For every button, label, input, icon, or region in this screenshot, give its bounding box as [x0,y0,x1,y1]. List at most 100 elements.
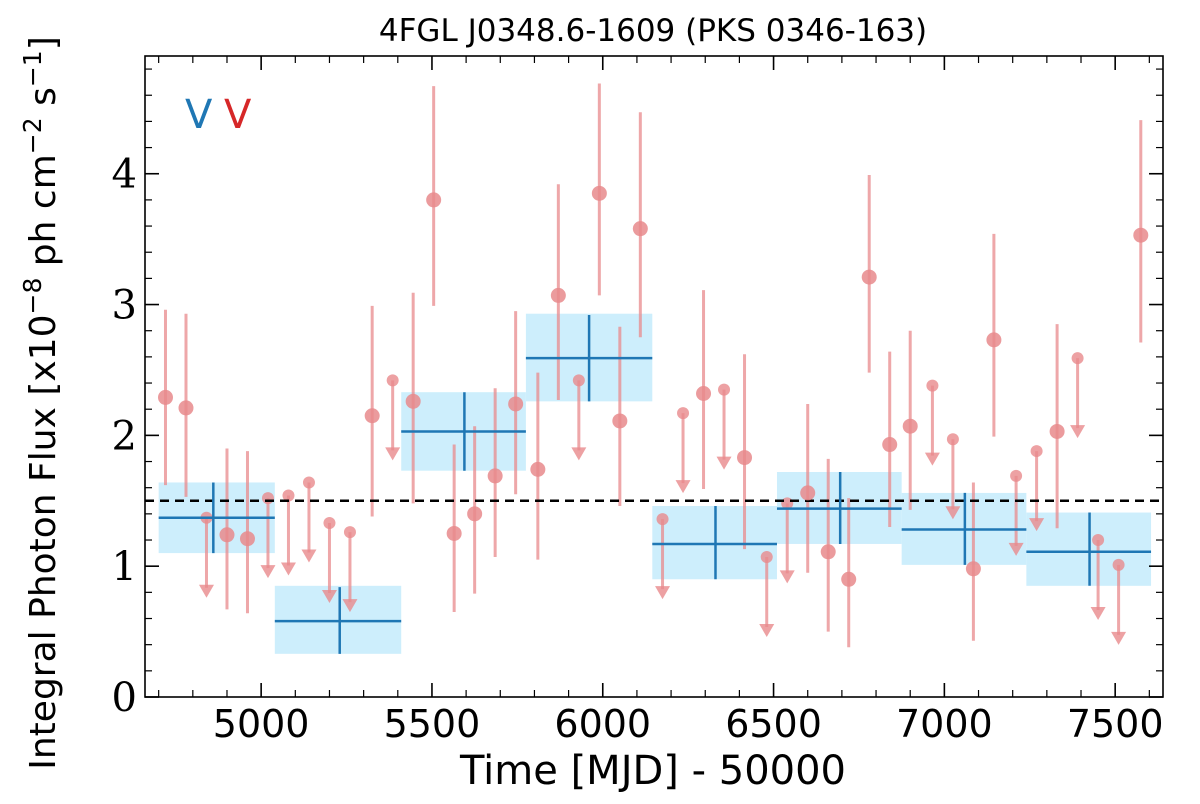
upper-limit-arrow-1 [260,565,276,579]
short-bin-point-10 [508,396,524,412]
chart-title: 4FGL J0348.6-1609 (PKS 0346-163) [379,13,927,49]
short-bin-point-24 [965,561,981,577]
short-bin-point-12 [550,287,566,303]
upper-limit-arrow-4 [321,590,337,604]
short-bin-point-9 [487,468,503,484]
upper-limit-arrow-12 [779,570,795,584]
short-bin-point-4 [364,408,380,424]
y-axis-label-mid2: s [23,87,64,117]
y-tick-label-2: 2 [112,413,137,459]
upper-limit-arrow-8 [655,586,671,600]
long-bin-point-2 [401,392,526,471]
short-bin-point-11 [530,461,546,477]
long-bin-point-4 [652,506,777,580]
upper-limit-arrow-14 [945,506,961,520]
upper-limit-11 [759,551,775,638]
upper-limit-marker-18 [1092,534,1105,547]
upper-limit-arrow-0 [198,584,214,598]
short-bin-point-13 [591,185,607,201]
upper-limit-5 [342,526,358,613]
upper-limit-marker-11 [760,551,773,564]
upper-limit-marker-6 [386,374,399,387]
x-tick-label-3: 6500 [725,702,822,746]
upper-limit-6 [385,374,401,461]
short-bin-point-19 [820,544,836,560]
upper-limit-marker-4 [323,517,336,530]
upper-limit-9 [675,407,691,494]
x-tick-label-4: 7000 [896,702,993,746]
upper-limit-3 [301,476,317,563]
upper-limit-10 [716,383,732,470]
long-bin-box-1 [274,585,402,654]
plot-frame [144,55,1164,698]
x-tick-label-2: 6000 [554,702,651,746]
long-bin-point-6 [901,492,1027,565]
long-bin-point-5 [776,471,902,544]
upper-limit-arrow-13 [924,452,940,466]
upper-limit-marker-16 [1030,445,1043,458]
y-axis-label-exp2: −2 [18,117,47,154]
legend-entry-long-bins: V [185,92,213,138]
y-tick-label-1: 1 [112,544,137,590]
short-bin-point-6 [426,192,442,208]
long-bin-point-1 [274,587,402,654]
short-bin-point-5 [405,393,421,409]
long-bin-point-0 [158,482,275,554]
upper-limit-8 [655,513,671,600]
upper-limit-arrow-19 [1111,631,1127,645]
short-bin-point-23 [902,418,918,434]
upper-limit-marker-8 [656,513,669,526]
upper-limit-marker-2 [282,489,295,502]
y-tick-label-3: 3 [112,283,137,329]
y-tick-label-4: 4 [112,152,137,198]
upper-limit-arrow-18 [1090,607,1106,621]
short-bin-point-27 [1133,227,1149,243]
short-bin-point-2 [219,527,235,543]
y-axis-label: Integral Photon Flux [x10−8 ph cm−2 s−1] [18,36,64,770]
upper-limit-arrow-2 [280,562,296,576]
upper-limit-16 [1029,445,1045,532]
y-axis-label-mid: ph cm [23,154,64,277]
short-bin-point-0 [157,389,173,405]
upper-limit-7 [571,374,587,461]
upper-limit-arrow-15 [1008,542,1024,556]
upper-limit-marker-17 [1071,352,1084,365]
upper-limit-arrow-6 [385,447,401,461]
upper-limit-4 [321,517,337,604]
short-bin-point-17 [737,450,753,466]
x-tick-label-0: 5000 [213,702,310,746]
short-bin-point-18 [800,485,816,501]
upper-limit-marker-14 [946,433,959,446]
upper-limit-arrow-17 [1070,425,1086,439]
short-bin-point-3 [239,531,255,547]
y-axis-label-end: ] [23,36,64,50]
upper-limit-arrow-11 [759,624,775,638]
upper-limit-arrow-5 [342,599,358,613]
legend-entry-short-bins: V [224,92,252,138]
short-bin-point-15 [632,221,648,237]
upper-limit-marker-3 [302,476,315,489]
short-bin-point-8 [467,506,483,522]
y-axis-label-exp3: −1 [18,50,47,87]
short-bin-point-7 [446,525,462,541]
upper-limit-marker-7 [572,374,585,387]
short-bin-point-22 [882,437,898,453]
short-bin-point-16 [696,386,712,402]
upper-limit-arrow-3 [301,549,317,563]
short-bin-point-14 [612,413,628,429]
short-bin-point-25 [986,332,1002,348]
upper-limit-marker-5 [343,526,356,539]
upper-limit-arrow-10 [716,456,732,470]
short-bin-point-1 [178,400,194,416]
upper-limit-15 [1008,469,1024,556]
upper-limit-marker-1 [261,492,274,505]
upper-limit-arrow-9 [675,480,691,494]
y-tick-label-0: 0 [112,675,137,721]
upper-limit-arrow-7 [571,447,587,461]
upper-limit-13 [924,379,940,466]
long-bin-point-3 [525,315,653,402]
short-bin-point-21 [861,269,877,285]
x-axis-label: Time [MJD] - 50000 [459,748,846,794]
